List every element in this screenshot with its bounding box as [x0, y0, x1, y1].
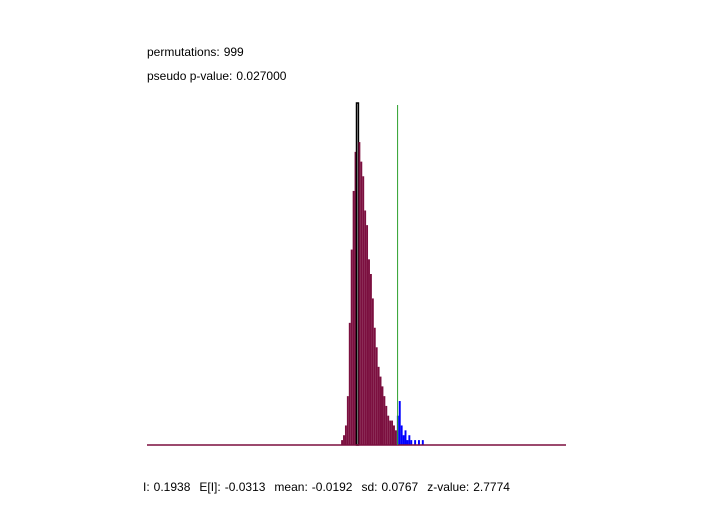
histogram-bar [410, 440, 413, 445]
histogram-bar [381, 386, 384, 445]
histogram-bar [391, 420, 394, 445]
histogram-bar [404, 430, 407, 445]
histogram-bar [379, 376, 382, 445]
histogram-bar [394, 430, 397, 445]
histogram-bar [368, 259, 370, 445]
histogram-bar [364, 210, 367, 445]
header-label: permutations: [147, 45, 220, 59]
histogram-bar [341, 440, 344, 445]
histogram-bar [418, 440, 420, 445]
header-value: 0.027000 [236, 69, 286, 83]
stat-label: I: [143, 480, 150, 494]
histogram-bar [366, 225, 369, 445]
histogram-bar [421, 440, 424, 445]
histogram-bar [377, 366, 380, 445]
stat-value: 0.1938 [154, 480, 191, 494]
histogram-bar [352, 190, 355, 445]
stat-value: -0.0192 [312, 480, 353, 494]
stat-value: 0.0767 [382, 480, 419, 494]
histogram-bar [343, 435, 345, 445]
histogram-bar [402, 435, 405, 445]
histogram-bar [414, 440, 417, 445]
histogram-bar [393, 425, 395, 445]
stat-value: 2.7774 [473, 480, 510, 494]
histogram-bar [348, 322, 351, 445]
histogram-bar [350, 249, 353, 445]
histogram-bar [385, 405, 388, 445]
histogram-bar [369, 274, 372, 445]
histogram-bar [400, 425, 403, 445]
stat-label: mean: [274, 480, 307, 494]
histogram-bar [358, 142, 361, 446]
histogram-bar [387, 415, 390, 445]
histogram-bar [375, 347, 378, 445]
stat-label: E[I]: [199, 480, 220, 494]
histogram-bar [354, 151, 357, 445]
header-label: pseudo p-value: [147, 69, 232, 83]
histogram-bar [362, 176, 365, 446]
histogram-bar [371, 298, 374, 445]
stat-value: -0.0313 [225, 480, 266, 494]
histogram-bar [344, 425, 347, 445]
stat-label: z-value: [427, 480, 469, 494]
histogram-bar [383, 396, 386, 445]
histogram-bar [346, 396, 349, 445]
histogram-bar [373, 327, 376, 445]
histogram-bar [406, 440, 409, 445]
stats-line: I: 0.1938 E[I]: -0.0313 mean: -0.0192 sd: 0.076… [143, 480, 510, 494]
histogram-bar [389, 420, 392, 445]
histogram-bar [355, 102, 360, 446]
histogram-bar [408, 435, 411, 445]
stat-label: sd: [361, 480, 377, 494]
header-line: permutations: 999 [147, 45, 244, 59]
histogram-bar [398, 401, 401, 445]
histogram-bar [360, 161, 363, 445]
header-line: pseudo p-value: 0.027000 [147, 69, 287, 83]
header-value: 999 [224, 45, 244, 59]
